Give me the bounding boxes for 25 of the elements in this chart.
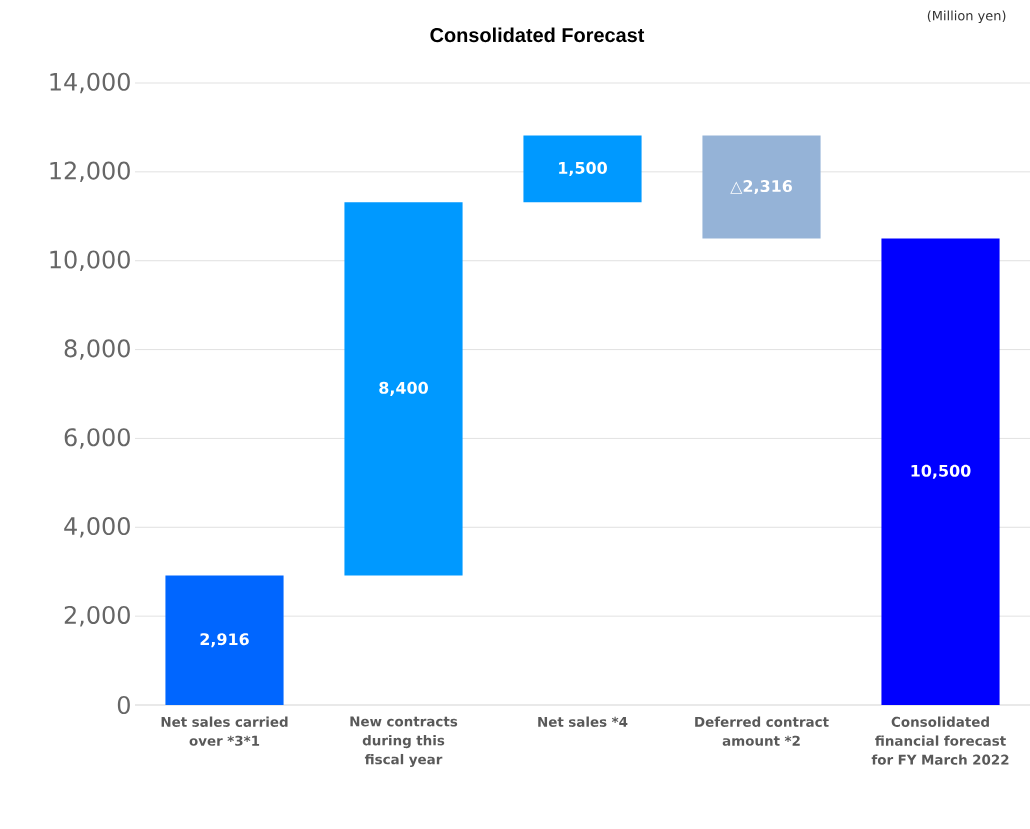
data-label: △2,316 [730, 180, 792, 195]
data-label: 2,916 [200, 633, 249, 648]
y-tick-label: 10,000 [50, 250, 130, 271]
bar [344, 202, 463, 576]
data-label: 10,500 [911, 464, 971, 479]
bar [702, 135, 821, 239]
y-tick-label: 2,000 [64, 605, 130, 627]
data-label: 8,400 [379, 381, 428, 396]
y-tick-label: 8,000 [64, 339, 130, 360]
data-label: 1,500 [559, 161, 607, 176]
y-tick-label: 12,000 [50, 161, 130, 183]
text: (Million yen) [927, 10, 1006, 24]
x-tick-label: New contracts during this fiscal year [350, 716, 458, 768]
x-tick-label: Consolidated financial forecast for FY March 2022 [871, 716, 1009, 765]
y-tick-label: 4,000 [64, 517, 130, 538]
y-tick-label: 14,000 [50, 72, 130, 94]
bar [165, 575, 284, 705]
x-tick-label: Net sales *4 [538, 716, 628, 727]
bar [881, 238, 1000, 705]
x-tick-label: Deferred contract amount *2 [695, 716, 829, 746]
chart-title: Consolidated Forecast [430, 27, 645, 43]
y-tick-label: 6,000 [64, 428, 130, 449]
x-tick-label: Net sales carried over *3*1 [161, 716, 288, 746]
y-tick-label: 0 [117, 695, 130, 715]
bar [523, 135, 642, 203]
